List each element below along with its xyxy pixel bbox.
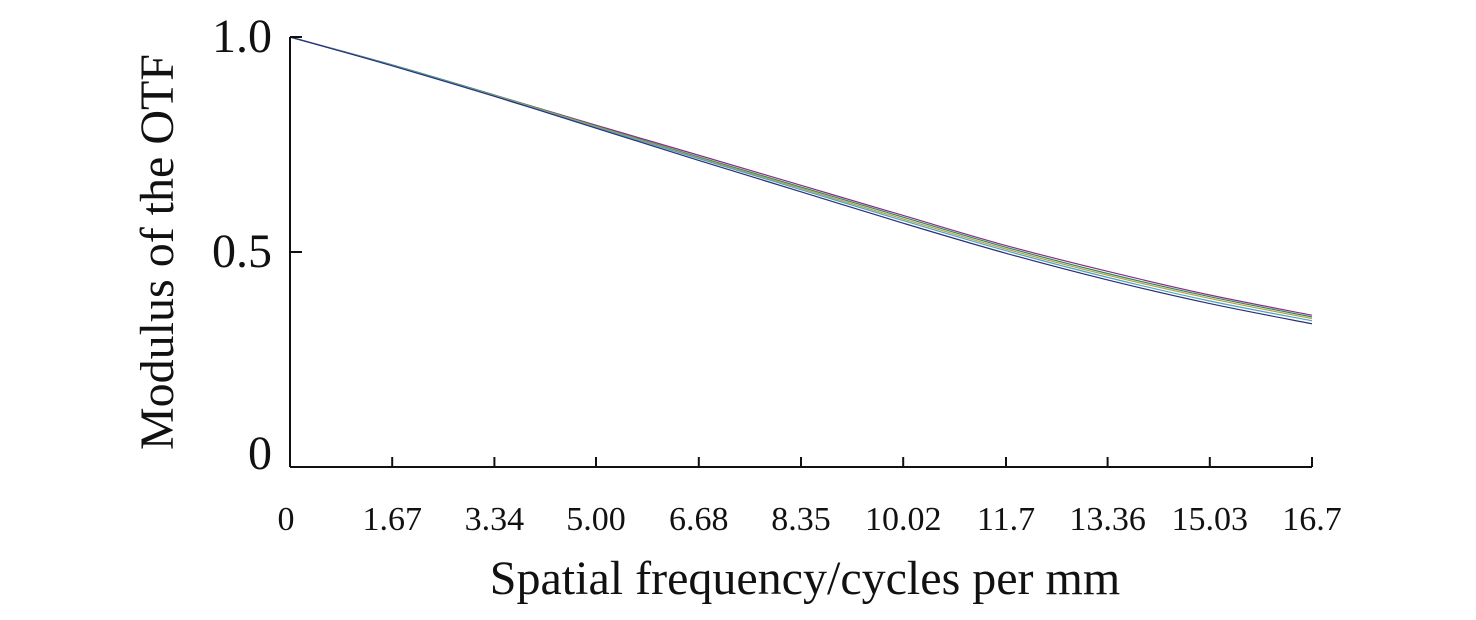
y-axis-title: Modulus of the OTF <box>131 54 184 450</box>
otf-series-line-5 <box>289 36 1313 325</box>
y-tick-label: 0.5 <box>212 225 272 278</box>
x-axis-title: Spatial frequency/cycles per mm <box>490 552 1120 605</box>
x-tick-label: 1.67 <box>362 501 422 538</box>
x-tick-label: 0 <box>278 501 295 538</box>
x-tick-label: 13.36 <box>1069 501 1146 538</box>
otf-series-line-1 <box>289 36 1313 316</box>
x-tick-label: 6.68 <box>669 501 729 538</box>
x-tick-label: 8.35 <box>771 501 831 538</box>
x-tick-label: 5.00 <box>566 501 626 538</box>
x-axis-ticks: 0 1.67 3.34 5.00 6.68 8.35 10.02 11.7 13.36 15.03… <box>278 457 1342 538</box>
x-tick-label: 11.7 <box>977 501 1035 538</box>
x-tick-label: 15.03 <box>1172 501 1249 538</box>
y-axis-ticks: 0 0.5 1.0 <box>212 10 302 480</box>
otf-series-line-2 <box>289 36 1313 318</box>
plot-area <box>289 36 1313 325</box>
x-tick-label: 16.7 <box>1282 501 1342 538</box>
y-tick-label: 1.0 <box>212 10 272 63</box>
y-tick-label: 0 <box>248 427 272 480</box>
x-tick-label: 10.02 <box>865 501 942 538</box>
x-tick-label: 3.34 <box>465 501 525 538</box>
